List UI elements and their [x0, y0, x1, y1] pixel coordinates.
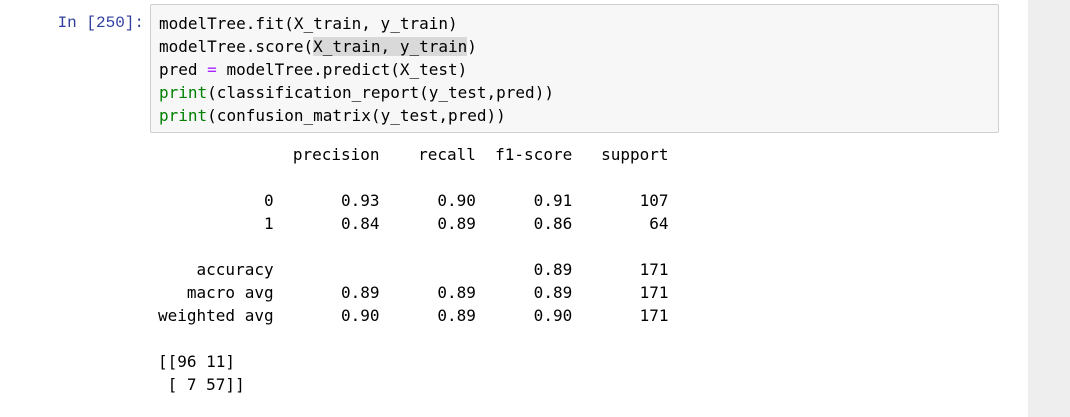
code-token: (classification_report(y_test,pred)) [207, 83, 554, 102]
output-line: weighted avg 0.90 0.89 0.90 171 [158, 306, 669, 325]
output-line: 0 0.93 0.90 0.91 107 [158, 191, 669, 210]
output-line [158, 166, 669, 189]
cell-output: precision recall f1-score support 0 0.93… [158, 143, 669, 396]
code-token: modelTree.predict(X_test) [216, 60, 468, 79]
output-line: precision recall f1-score support [158, 145, 669, 164]
selected-text: X_train, y_train [313, 37, 468, 56]
output-line: accuracy 0.89 171 [158, 260, 669, 279]
code-line[interactable]: modelTree.score(X_train, y_train) [159, 35, 554, 58]
builtin-keyword: print [159, 106, 208, 125]
output-line: macro avg 0.89 0.89 0.89 171 [158, 283, 669, 302]
output-line [158, 235, 669, 258]
code-line[interactable]: print(classification_report(y_test,pred)… [159, 81, 554, 104]
scroll-gutter [1028, 0, 1070, 417]
operator: = [207, 60, 217, 79]
code-line[interactable]: pred = modelTree.predict(X_test) [159, 58, 554, 81]
code-cell-input[interactable]: modelTree.fit(X_train, y_train) modelTree… [150, 4, 999, 133]
output-line: [[96 11] [158, 352, 236, 371]
input-prompt: In [250]: [57, 14, 144, 32]
code-token: modelTree.fit(X_train, y_train) [159, 14, 458, 33]
notebook-area: In [250]: modelTree.fit(X_train, y_train… [0, 0, 1028, 417]
output-line: 1 0.84 0.89 0.86 64 [158, 214, 669, 233]
code-token: ) [467, 37, 477, 56]
output-line [158, 327, 669, 350]
builtin-keyword: print [159, 83, 208, 102]
code-line[interactable]: modelTree.fit(X_train, y_train) [159, 12, 554, 35]
code-token: (confusion_matrix(y_test,pred)) [207, 106, 506, 125]
code-token: pred [159, 60, 208, 79]
output-line: [ 7 57]] [158, 375, 245, 394]
code-editor[interactable]: modelTree.fit(X_train, y_train) modelTree… [159, 12, 554, 127]
code-token: modelTree.score( [159, 37, 314, 56]
code-line[interactable]: print(confusion_matrix(y_test,pred)) [159, 104, 554, 127]
